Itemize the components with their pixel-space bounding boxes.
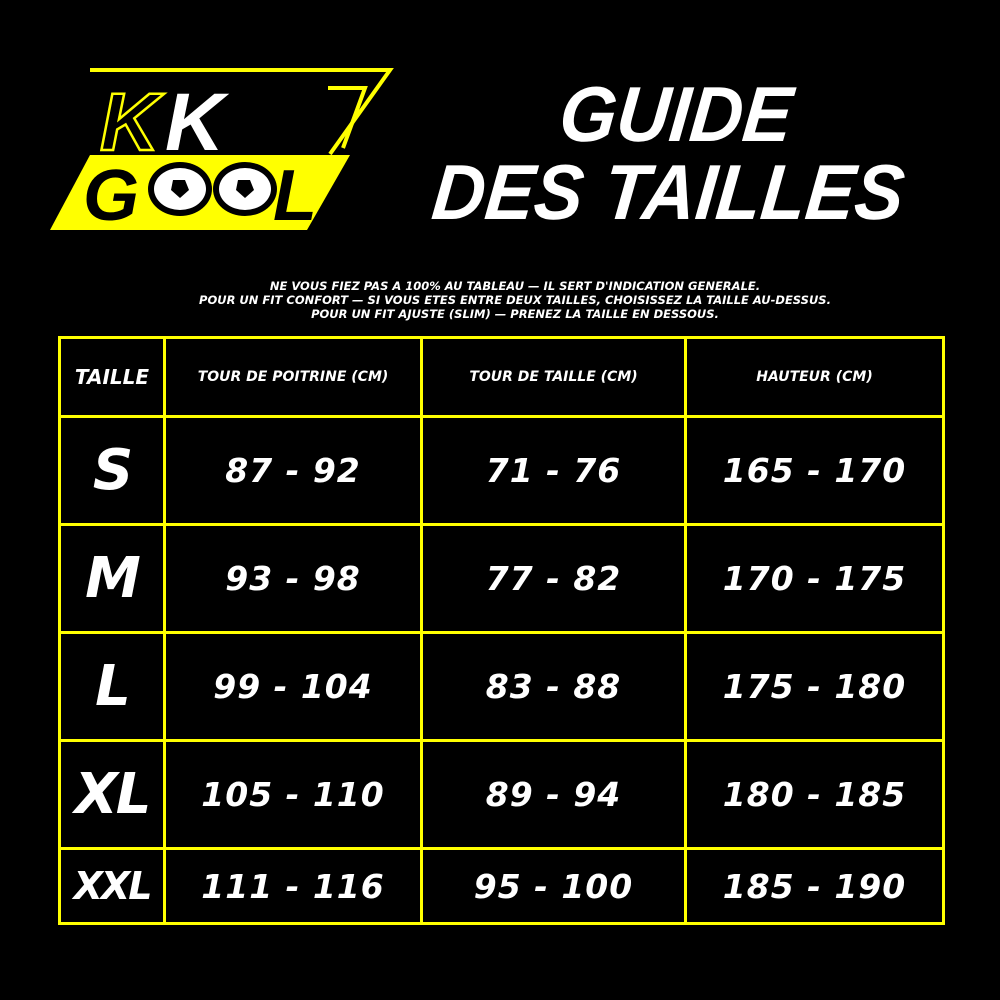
cell-size: S bbox=[58, 414, 166, 527]
header-height: HAUTEUR (CM) bbox=[684, 336, 945, 418]
cell-waist: 89 - 94 bbox=[420, 739, 687, 851]
header-size: TAILLE bbox=[58, 336, 166, 418]
table-header-row: TAILLE TOUR DE POITRINE (CM) TOUR DE TAI… bbox=[58, 336, 945, 418]
cell-height: 165 - 170 bbox=[684, 414, 945, 527]
note-line: POUR UN FIT CONFORT — SI VOUS ETES ENTRE… bbox=[199, 293, 831, 307]
cell-waist: 83 - 88 bbox=[420, 631, 687, 743]
svg-text:K: K bbox=[100, 77, 165, 168]
size-table: TAILLE TOUR DE POITRINE (CM) TOUR DE TAI… bbox=[58, 336, 945, 925]
note-line: NE VOUS FIEZ PAS A 100% AU TABLEAU — IL … bbox=[269, 279, 761, 293]
svg-text:K: K bbox=[165, 77, 230, 168]
title-line-1: GUIDE bbox=[555, 70, 797, 158]
table-row: XXL 111 - 116 95 - 100 185 - 190 bbox=[58, 847, 945, 925]
cell-size: XL bbox=[58, 739, 166, 851]
cell-chest: 99 - 104 bbox=[163, 631, 423, 743]
page-title: GUIDE DES TAILLES bbox=[401, 70, 943, 236]
table-row: M 93 - 98 77 - 82 170 - 175 bbox=[58, 523, 945, 635]
kkgool-logo: K K G L bbox=[45, 62, 400, 237]
table-row: L 99 - 104 83 - 88 175 - 180 bbox=[58, 631, 945, 743]
table-row: XL 105 - 110 89 - 94 180 - 185 bbox=[58, 739, 945, 851]
cell-waist: 71 - 76 bbox=[420, 414, 687, 527]
cell-height: 180 - 185 bbox=[684, 739, 945, 851]
cell-waist: 77 - 82 bbox=[420, 523, 687, 635]
note-line: POUR UN FIT AJUSTE (SLIM) — PRENEZ LA TA… bbox=[311, 307, 719, 321]
header-chest: TOUR DE POITRINE (CM) bbox=[163, 336, 423, 418]
cell-height: 170 - 175 bbox=[684, 523, 945, 635]
svg-text:L: L bbox=[273, 156, 317, 236]
svg-text:G: G bbox=[83, 156, 139, 236]
title-line-2: DES TAILLES bbox=[428, 148, 909, 236]
cell-height: 185 - 190 bbox=[684, 847, 945, 925]
cell-size: XXL bbox=[58, 847, 166, 925]
cell-chest: 111 - 116 bbox=[163, 847, 423, 925]
cell-size: M bbox=[58, 523, 166, 635]
cell-chest: 105 - 110 bbox=[163, 739, 423, 851]
table-row: S 87 - 92 71 - 76 165 - 170 bbox=[58, 414, 945, 527]
cell-height: 175 - 180 bbox=[684, 631, 945, 743]
cell-waist: 95 - 100 bbox=[420, 847, 687, 925]
size-notes: NE VOUS FIEZ PAS A 100% AU TABLEAU — IL … bbox=[100, 279, 930, 321]
cell-chest: 87 - 92 bbox=[163, 414, 423, 527]
cell-chest: 93 - 98 bbox=[163, 523, 423, 635]
header-waist: TOUR DE TAILLE (CM) bbox=[420, 336, 687, 418]
cell-size: L bbox=[58, 631, 166, 743]
